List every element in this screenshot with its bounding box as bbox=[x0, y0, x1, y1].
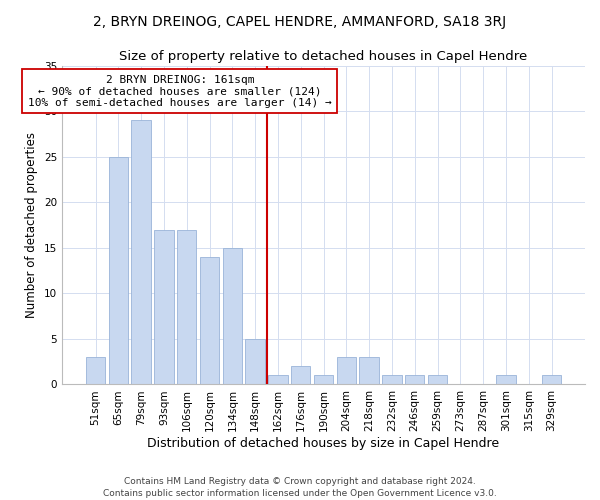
Title: Size of property relative to detached houses in Capel Hendre: Size of property relative to detached ho… bbox=[119, 50, 527, 63]
Bar bbox=[428, 376, 447, 384]
Bar bbox=[291, 366, 310, 384]
Text: 2, BRYN DREINOG, CAPEL HENDRE, AMMANFORD, SA18 3RJ: 2, BRYN DREINOG, CAPEL HENDRE, AMMANFORD… bbox=[94, 15, 506, 29]
Bar bbox=[200, 257, 219, 384]
Bar bbox=[337, 357, 356, 384]
Bar bbox=[496, 376, 515, 384]
Bar bbox=[268, 376, 287, 384]
Bar bbox=[86, 357, 105, 384]
Text: 2 BRYN DREINOG: 161sqm
← 90% of detached houses are smaller (124)
10% of semi-de: 2 BRYN DREINOG: 161sqm ← 90% of detached… bbox=[28, 74, 332, 108]
Bar bbox=[245, 339, 265, 384]
Bar bbox=[131, 120, 151, 384]
Bar bbox=[359, 357, 379, 384]
Y-axis label: Number of detached properties: Number of detached properties bbox=[25, 132, 38, 318]
Bar bbox=[223, 248, 242, 384]
Bar bbox=[405, 376, 424, 384]
Bar bbox=[314, 376, 333, 384]
Bar bbox=[177, 230, 196, 384]
Bar bbox=[382, 376, 401, 384]
Bar bbox=[154, 230, 173, 384]
X-axis label: Distribution of detached houses by size in Capel Hendre: Distribution of detached houses by size … bbox=[148, 437, 500, 450]
Bar bbox=[109, 156, 128, 384]
Text: Contains HM Land Registry data © Crown copyright and database right 2024.
Contai: Contains HM Land Registry data © Crown c… bbox=[103, 476, 497, 498]
Bar bbox=[542, 376, 561, 384]
